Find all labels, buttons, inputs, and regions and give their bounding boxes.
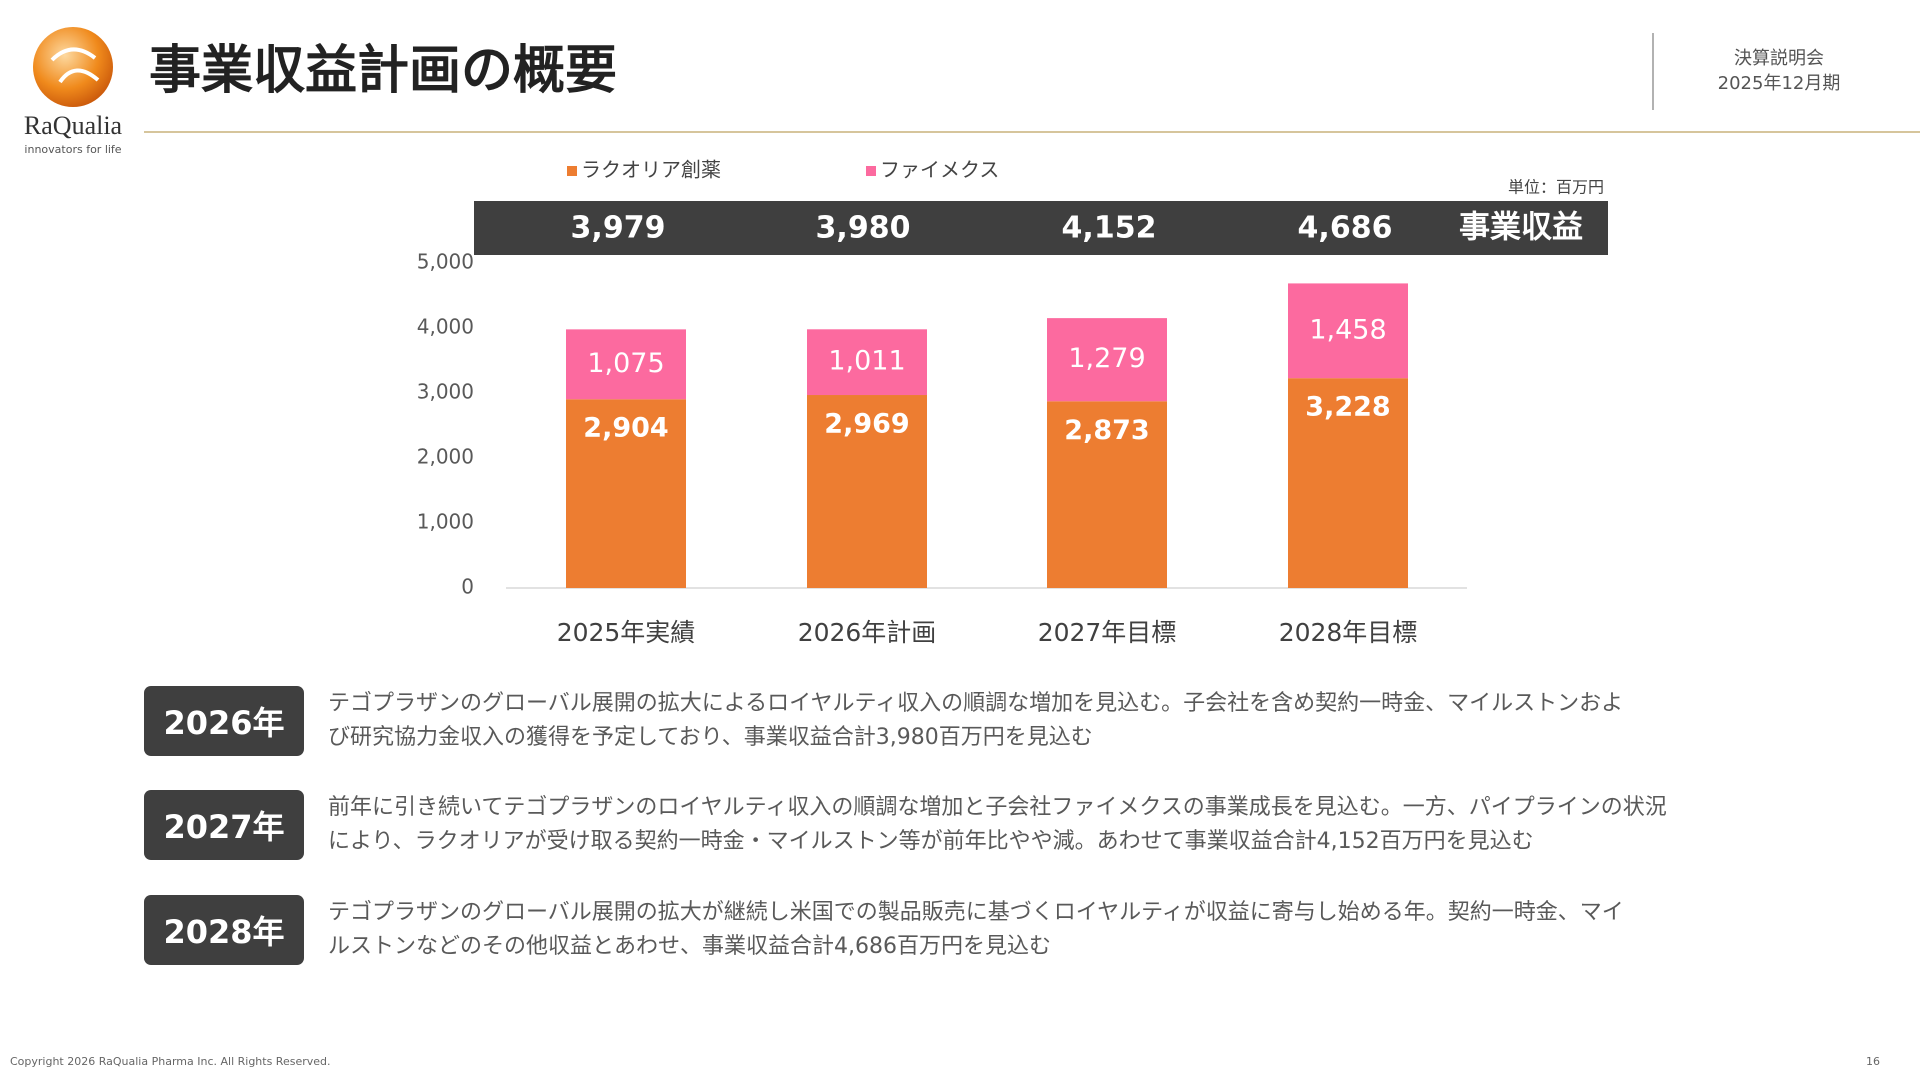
- bar-segment: [566, 399, 686, 588]
- value-label: 1,075: [587, 348, 664, 379]
- note-text: テゴプラザンのグローバル展開の拡大によるロイヤルティ収入の順調な増加を見込む。子…: [328, 691, 1624, 716]
- y-tick-label: 0: [461, 575, 474, 599]
- event: 決算説明会: [1734, 48, 1824, 69]
- note-text: 前年に引き続いてテゴプラザンのロイヤルティ収入の順調な増加と子会社ファイメクスの…: [328, 795, 1667, 820]
- value-label: 1,458: [1309, 314, 1386, 345]
- y-tick-label: 1,000: [417, 510, 474, 534]
- y-tick-label: 5,000: [417, 250, 474, 274]
- legend-swatch: [866, 166, 876, 176]
- value-label: 2,969: [824, 409, 909, 440]
- legend-label: ラクオリア創薬: [581, 158, 721, 182]
- note-text: ルストンなどのその他収益とあわせ、事業収益合計4,686百万円を見込む: [328, 934, 1051, 959]
- x-tick-label: 2026年計画: [798, 618, 937, 647]
- y-tick-label: 4,000: [417, 315, 474, 339]
- legend-swatch: [567, 166, 577, 176]
- note-year: 2026年: [144, 686, 304, 756]
- x-tick-label: 2025年実績: [557, 618, 696, 647]
- note-year: 2027年: [144, 790, 304, 860]
- total-label: 4,686: [1298, 211, 1393, 246]
- slide-title: 事業収益計画の概要: [149, 41, 617, 101]
- x-tick-label: 2028年目標: [1279, 618, 1418, 647]
- total-label: 4,152: [1062, 211, 1157, 246]
- legend-label: ファイメクス: [880, 158, 999, 182]
- page-number: 16: [1866, 1055, 1880, 1068]
- logo-name: RaQualia: [24, 111, 123, 140]
- note-text: び研究協力金収入の獲得を予定しており、事業収益合計3,980百万円を見込む: [328, 725, 1093, 750]
- total-label: 3,979: [571, 211, 666, 246]
- unit: 単位：百万円: [1508, 178, 1604, 197]
- bar-segment: [807, 395, 927, 588]
- y-tick-label: 2,000: [417, 445, 474, 469]
- note-year: 2028年: [144, 895, 304, 965]
- bar-segment: [807, 329, 927, 396]
- bar-segment: [1288, 283, 1408, 379]
- bar-segment: [1047, 318, 1167, 402]
- note-text: により、ラクオリアが受け取る契約一時金・マイルストン等が前年比やや減。あわせて事…: [328, 829, 1534, 854]
- period: 2025年12月期: [1718, 73, 1841, 94]
- logo-mark: [33, 27, 113, 107]
- note-text: テゴプラザンのグローバル展開の拡大が継続し米国での製品販売に基づくロイヤルティが…: [328, 900, 1624, 925]
- copyright: Copyright 2026 RaQualia Pharma Inc. All …: [10, 1055, 331, 1068]
- y-tick-label: 3,000: [417, 380, 474, 404]
- totals-label: 事業収益: [1459, 210, 1583, 246]
- bar-segment: [1047, 401, 1167, 588]
- logo-swoosh: [50, 47, 100, 84]
- bar-segment: [566, 329, 686, 400]
- value-label: 1,279: [1068, 343, 1145, 374]
- x-tick-label: 2027年目標: [1038, 618, 1177, 647]
- totals-band: [474, 201, 1608, 255]
- value-label: 2,904: [583, 413, 668, 444]
- value-label: 1,011: [828, 346, 905, 377]
- total-label: 3,980: [816, 211, 911, 246]
- value-label: 3,228: [1305, 392, 1390, 423]
- logo-tagline: innovators for life: [24, 143, 121, 156]
- bar-segment: [1288, 378, 1408, 588]
- value-label: 2,873: [1064, 415, 1149, 446]
